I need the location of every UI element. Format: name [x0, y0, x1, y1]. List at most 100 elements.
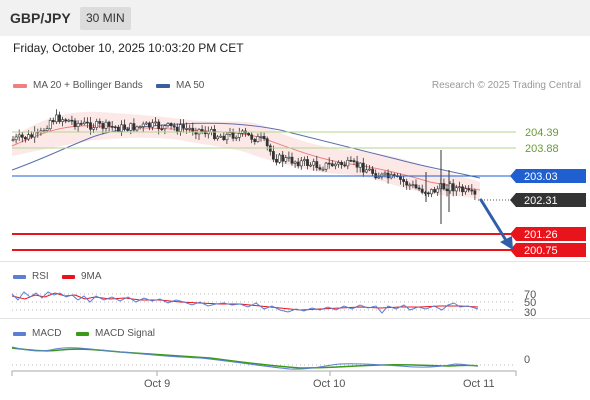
candle-body — [64, 119, 68, 122]
rsi-tick-50: 50 — [524, 297, 536, 309]
candle-body — [327, 162, 331, 165]
bollinger-band-area — [12, 111, 480, 200]
rsi-tick-70: 70 — [524, 289, 536, 301]
x-label-oct9: Oct 9 — [144, 378, 170, 390]
candle-body — [104, 121, 108, 129]
ma20-swatch — [13, 83, 27, 88]
candle-body — [296, 161, 300, 167]
candle-body — [324, 162, 328, 170]
candle-body — [179, 124, 182, 132]
candle-body — [467, 188, 471, 191]
candle-body — [123, 124, 127, 130]
candle-body — [216, 136, 220, 140]
price-levels: 204.39 203.88 203.03 202.31 201.26 200.7… — [12, 127, 586, 257]
candle-body — [76, 123, 80, 127]
candle-body — [213, 129, 216, 140]
research-credit: Research © 2025 Trading Central — [431, 80, 581, 91]
candle-body — [110, 126, 114, 128]
candle-body — [405, 181, 409, 186]
legend-ma20-bollinger: MA 20 + Bollinger Bands — [13, 80, 143, 91]
candle-body — [48, 120, 52, 130]
candle-body — [61, 119, 65, 122]
resistance-2-label: 204.39 — [525, 127, 559, 139]
legend-rsi: RSI — [13, 271, 49, 282]
candle-body — [231, 132, 235, 139]
macd-swatch — [13, 331, 26, 336]
x-label-oct10: Oct 10 — [313, 378, 345, 390]
candle-body — [138, 126, 142, 128]
candle-body — [234, 137, 238, 139]
candle-body — [225, 134, 229, 141]
legend-macd-signal: MACD Signal — [76, 328, 155, 339]
candle-body — [420, 188, 424, 193]
candle-body — [386, 172, 390, 179]
candle-body — [175, 126, 179, 132]
candle-body — [148, 122, 151, 128]
pivot-tag — [510, 169, 586, 183]
candle-body — [312, 161, 316, 166]
candle-body — [321, 168, 325, 171]
candle-body — [219, 135, 223, 138]
candle-body — [411, 184, 415, 186]
candle-body — [284, 157, 288, 162]
candle-body — [160, 128, 164, 131]
legend-label: RSI — [32, 271, 49, 282]
rsi-line — [11, 291, 479, 314]
candle-body — [368, 168, 371, 171]
ma50-swatch — [156, 83, 170, 88]
legend-macd: MACD — [13, 328, 61, 339]
candle-body — [352, 160, 356, 162]
candle-body — [309, 164, 313, 167]
candle-body — [318, 167, 322, 170]
rsi-9ma-swatch — [62, 274, 75, 279]
candle-body — [250, 134, 254, 140]
candle-body — [157, 121, 161, 130]
candle-body — [364, 169, 368, 173]
candle-body — [417, 187, 421, 190]
candle-body — [17, 134, 21, 138]
support-2-tag — [510, 243, 586, 257]
candle-body — [399, 175, 402, 180]
candle-body — [454, 187, 458, 192]
candle-body — [79, 123, 83, 125]
candle-body — [433, 189, 437, 193]
rsi-tick-30: 30 — [524, 307, 536, 319]
candle-body — [426, 192, 430, 195]
candle-body — [228, 132, 232, 135]
candle-body — [20, 134, 24, 138]
support-1-label: 201.26 — [524, 229, 558, 241]
candle-body — [82, 121, 86, 124]
macd-panel: 0 — [11, 346, 530, 370]
candle-body — [117, 126, 120, 132]
legend-label: 9MA — [81, 271, 102, 282]
last-price-label: 202.31 — [524, 195, 558, 207]
legend-rsi-9ma: 9MA — [62, 271, 102, 282]
candle-body — [182, 124, 185, 129]
candle-body — [120, 124, 123, 132]
timeframe-button[interactable]: 30 MIN — [80, 7, 131, 30]
x-label-oct11: Oct 11 — [463, 378, 495, 390]
forecast-arrow — [479, 198, 513, 250]
candle-body — [436, 188, 440, 193]
candle-body — [361, 162, 365, 173]
candle-body — [343, 164, 347, 167]
macd-tick-0: 0 — [524, 354, 530, 366]
candle-body — [306, 159, 309, 166]
candle-body — [237, 133, 241, 138]
candle-body — [287, 156, 291, 159]
candle-body — [430, 189, 433, 195]
candle-body — [262, 136, 266, 139]
rsi-swatch — [13, 274, 26, 279]
candle-body — [299, 160, 303, 167]
candle-body — [154, 121, 158, 124]
candle-body — [278, 154, 282, 163]
candle-body — [222, 135, 226, 141]
candle-body — [132, 123, 136, 131]
ma20-line — [11, 125, 481, 191]
candle-body — [135, 126, 139, 131]
candle-body — [265, 138, 269, 147]
candle-body — [129, 123, 133, 131]
candle-body — [358, 162, 362, 168]
ma50-line — [11, 122, 481, 179]
candle-body — [408, 184, 412, 187]
